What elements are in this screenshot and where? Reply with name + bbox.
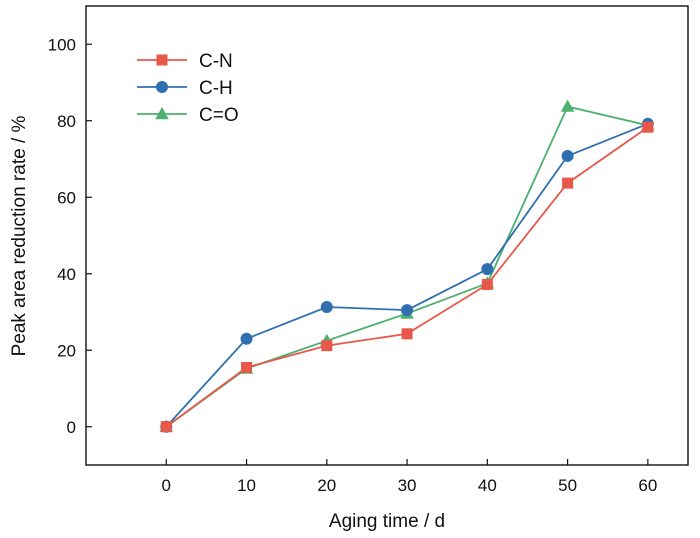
x-tick-label: 40: [478, 476, 497, 495]
legend-item-c-n: C-N: [137, 51, 233, 72]
y-tick-label: 80: [57, 112, 76, 131]
data-point-c-h: [481, 263, 494, 276]
legend-item-c-h: C-H: [137, 78, 233, 99]
y-tick-label: 0: [67, 418, 76, 437]
series-layer: [159, 99, 655, 433]
legend-label: C-H: [199, 78, 233, 99]
legend-marker: [156, 81, 168, 93]
series-line-c-h: [165, 122, 649, 428]
data-point-c-n: [401, 328, 413, 340]
plot-frame: [85, 5, 689, 466]
series-c-h: [160, 117, 654, 433]
data-point-c-h: [320, 301, 333, 314]
x-tick-label: 10: [237, 476, 256, 495]
y-axis-title: Peak area reduction rate / %: [9, 115, 30, 356]
data-point-c-h: [401, 304, 414, 317]
x-axis: 0 10 20 30 40 50 60: [162, 459, 657, 495]
data-point-c-h: [561, 149, 574, 162]
series-line-c-o: [165, 105, 649, 428]
legend: C-N C-H C=O: [137, 51, 239, 126]
legend-marker: [155, 107, 169, 120]
data-point-c-h: [240, 332, 253, 345]
legend-label: C=O: [199, 105, 239, 126]
legend-marker: [156, 54, 168, 66]
data-point-c-n: [642, 121, 654, 133]
legend-label: C-N: [199, 51, 233, 72]
series-c-o: [159, 99, 655, 432]
data-point-c-n: [481, 278, 493, 290]
x-tick-label: 50: [558, 476, 577, 495]
data-point-c-n: [562, 177, 574, 189]
data-point-c-n: [241, 361, 253, 373]
x-tick-label: 0: [162, 476, 171, 495]
data-point-c-o: [560, 99, 575, 112]
data-point-c-n: [321, 340, 333, 352]
x-tick-label: 60: [638, 476, 657, 495]
legend-item-c-o: C=O: [137, 105, 239, 126]
y-tick-label: 20: [57, 341, 76, 360]
y-tick-label: 40: [57, 265, 76, 284]
series-c-n: [160, 121, 654, 433]
data-point-c-n: [160, 421, 172, 433]
y-tick-label: 60: [57, 188, 76, 207]
x-tick-label: 30: [398, 476, 417, 495]
series-line-c-n: [165, 126, 649, 428]
y-tick-label: 100: [48, 35, 76, 54]
x-axis-title: Aging time / d: [329, 511, 445, 532]
y-axis: 0 20 40 60 80 100: [48, 35, 92, 437]
x-tick-label: 20: [317, 476, 336, 495]
